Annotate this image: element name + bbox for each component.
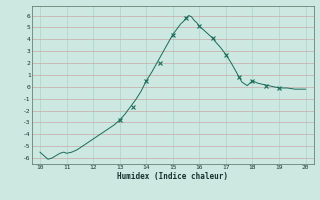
X-axis label: Humidex (Indice chaleur): Humidex (Indice chaleur): [117, 172, 228, 181]
